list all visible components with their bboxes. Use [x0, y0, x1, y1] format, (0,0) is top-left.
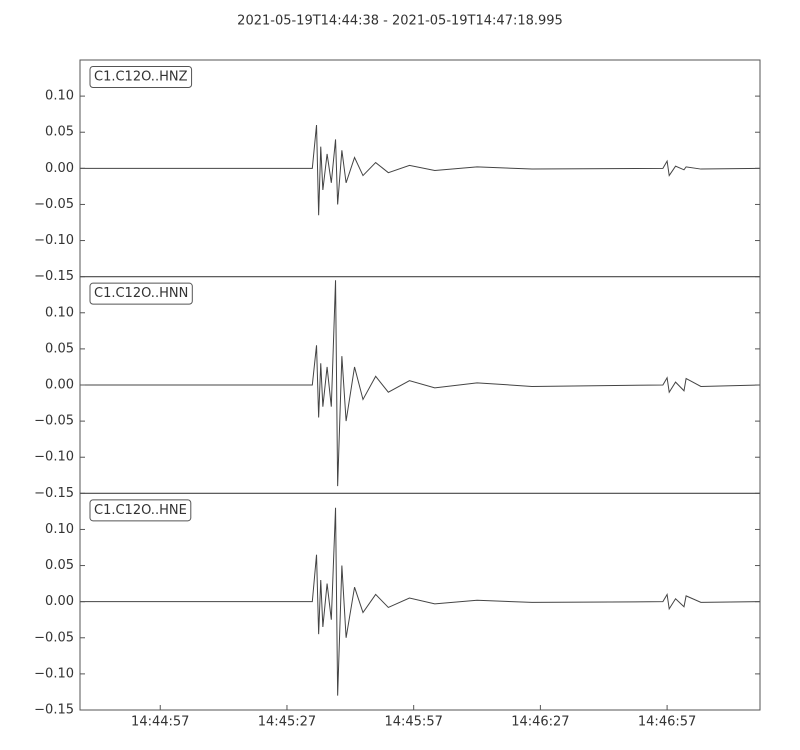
trace-label-box: [89, 66, 193, 88]
y-tick-label: 0.10: [45, 305, 74, 320]
waveform: [80, 124, 761, 216]
y-tick-label: −0.15: [34, 703, 74, 718]
y-tick-label: −0.05: [34, 414, 74, 429]
trace-label: C1.C12O..HNN: [94, 286, 188, 301]
y-tick-label: −0.10: [34, 233, 74, 248]
waveform: [80, 507, 761, 696]
y-tick-label: −0.10: [34, 666, 74, 681]
waveform: [80, 280, 761, 487]
x-tick-label: 14:45:27: [258, 715, 316, 730]
y-tick-label: 0.05: [45, 341, 74, 356]
y-tick-label: 0.00: [45, 378, 74, 393]
y-tick-label: 0.05: [45, 125, 74, 140]
x-tick-label: 14:46:57: [638, 715, 696, 730]
y-tick-label: −0.10: [34, 450, 74, 465]
trace-label-box: [89, 499, 192, 522]
trace-label: C1.C12O..HNZ: [94, 70, 188, 85]
y-tick-label: −0.15: [34, 269, 74, 284]
y-tick-label: 0.10: [45, 89, 74, 104]
y-tick-label: −0.05: [34, 630, 74, 645]
y-tick-label: −0.15: [34, 486, 74, 501]
y-tick-label: 0.05: [45, 558, 74, 573]
trace-label: C1.C12O..HNE: [94, 503, 187, 518]
x-tick-label: 14:45:57: [384, 715, 442, 730]
y-tick-label: 0.00: [45, 161, 74, 176]
y-tick-label: −0.05: [34, 197, 74, 212]
chart-title: 2021-05-19T14:44:38 - 2021-05-19T14:47:1…: [237, 14, 563, 29]
y-tick-label: 0.00: [45, 594, 74, 609]
x-tick-label: 14:44:57: [131, 715, 189, 730]
trace-label-box: [89, 282, 193, 305]
y-tick-label: 0.10: [45, 522, 74, 537]
x-tick-label: 14:46:27: [511, 715, 569, 730]
